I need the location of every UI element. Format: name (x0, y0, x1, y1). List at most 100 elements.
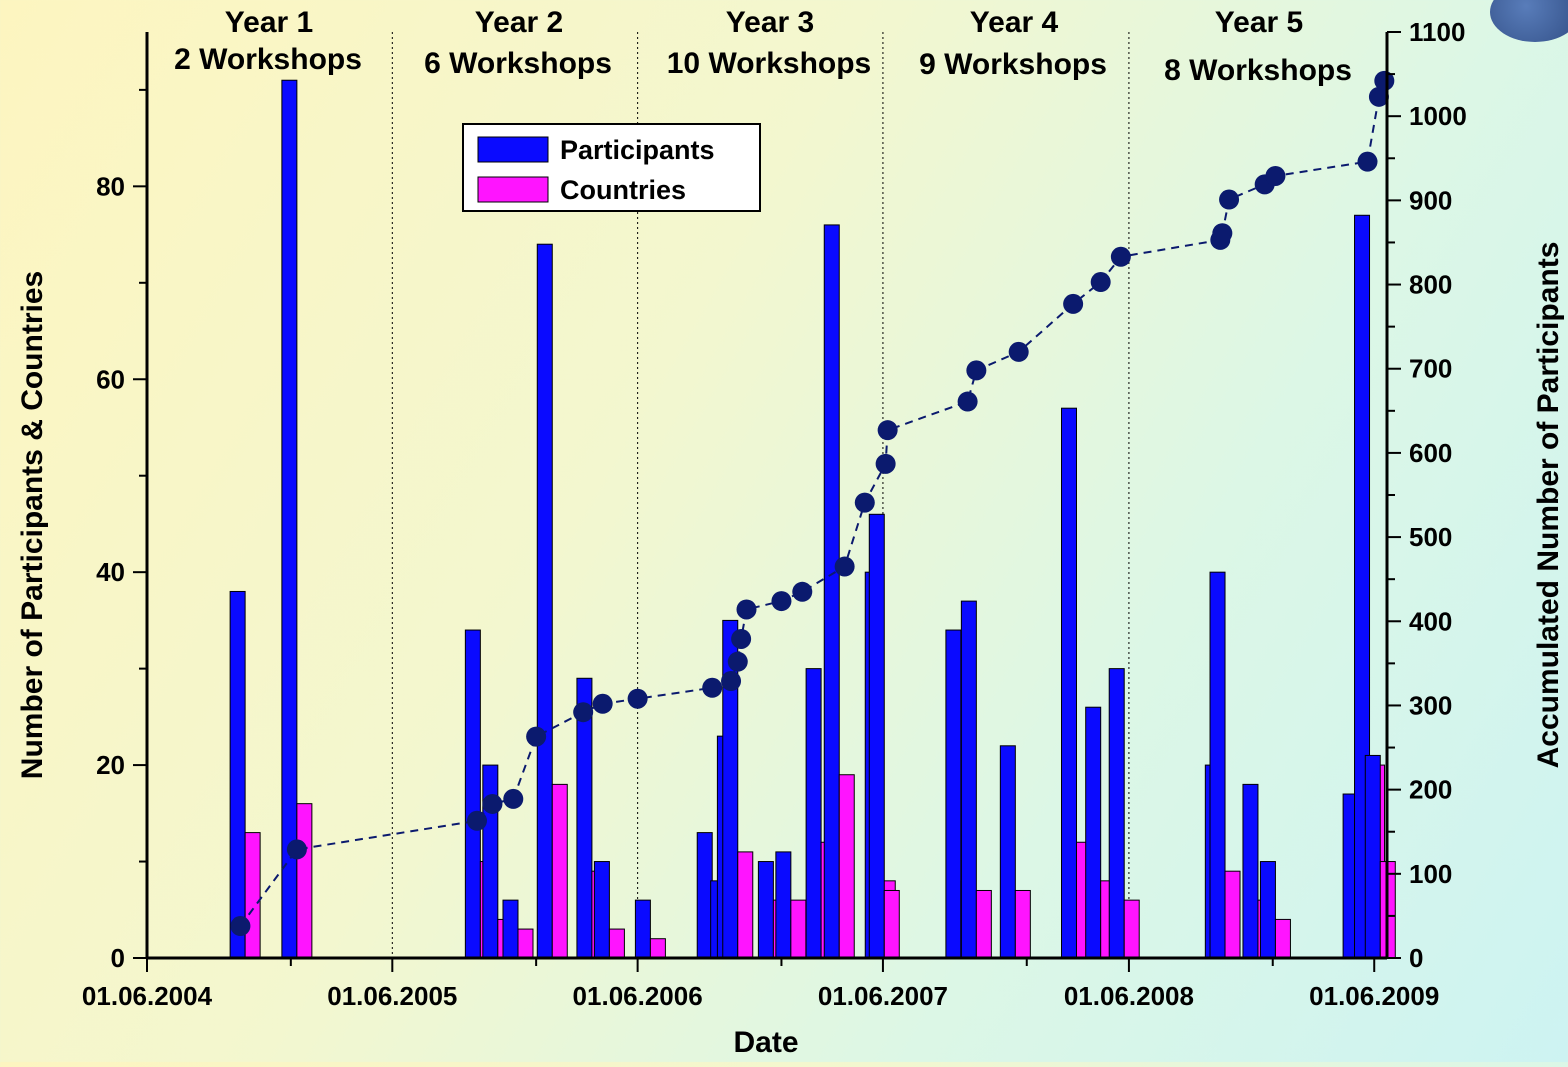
workshops-count-label: 10 Workshops (667, 47, 872, 80)
accumulated-point (1090, 272, 1111, 293)
accumulated-point (1219, 189, 1240, 210)
countries-bar (790, 899, 807, 959)
y-axis-right-title: Accumulated Number of Participants (1532, 242, 1565, 769)
accumulated-point (727, 651, 748, 672)
accumulated-point (966, 360, 987, 381)
participants-bar (536, 243, 553, 959)
countries-bar (1123, 899, 1140, 959)
participants-bar (1060, 407, 1077, 959)
accumulated-point (1357, 151, 1378, 172)
participants-bar (868, 513, 885, 959)
participants-bar (1085, 706, 1102, 959)
year-label: Year 4 (970, 6, 1059, 39)
participants-bar (1242, 783, 1259, 959)
accumulated-point (1265, 165, 1286, 186)
x-tick-label: 01.06.2007 (818, 981, 948, 1011)
countries-bar (517, 928, 534, 959)
accumulated-point (466, 810, 487, 831)
y-left-tick-label: 40 (96, 557, 125, 587)
y-right-tick-label: 100 (1409, 859, 1452, 889)
bar-series (229, 79, 1396, 959)
accumulated-point (957, 391, 978, 412)
accumulated-point (1110, 246, 1131, 267)
y-right-tick-label: 800 (1409, 270, 1452, 300)
accumulated-point (1008, 341, 1029, 362)
y-axis-left-title: Number of Participants & Countries (16, 271, 49, 779)
participants-bar (482, 764, 499, 959)
accumulated-point (854, 492, 875, 513)
participants-bar (945, 629, 962, 959)
x-tick-label: 01.06.2004 (82, 981, 213, 1011)
participants-bar (464, 629, 481, 959)
y-right-tick-label: 700 (1409, 354, 1452, 384)
countries-bar (1014, 889, 1031, 959)
y-right-tick-label: 500 (1409, 522, 1452, 552)
participants-bar (823, 224, 840, 959)
participants-bar (805, 668, 822, 959)
accumulated-point (1063, 293, 1084, 314)
participants-bar (960, 600, 977, 959)
accumulated-point (702, 677, 723, 698)
accumulated-point (1212, 223, 1233, 244)
y-left-tick-label: 20 (96, 750, 125, 780)
year-labels: Year 1 2 Workshops Year 2 6 Workshops Year 3… (174, 6, 1352, 87)
axes: 01.06.2004 01.06.2005 01.06.2006 01.06.2007… (82, 17, 1467, 1011)
countries-bar (296, 803, 313, 959)
legend-label-countries: Countries (560, 175, 686, 205)
countries-bar (737, 851, 754, 959)
accumulated-point (1374, 70, 1395, 91)
accumulated-point (721, 671, 742, 692)
accumulated-point (834, 556, 855, 577)
workshops-count-label: 2 Workshops (174, 43, 362, 76)
year-label: Year 3 (726, 6, 814, 39)
y-left-tick-label: 60 (96, 364, 125, 394)
x-tick-label: 01.06.2009 (1309, 981, 1439, 1011)
participants-bar (593, 861, 610, 959)
participants-bar (757, 861, 774, 959)
x-tick-label: 01.06.2008 (1064, 981, 1194, 1011)
accumulated-point (731, 628, 752, 649)
x-axis-title: Date (733, 1026, 798, 1059)
y-right-tick-label: 1000 (1409, 101, 1467, 131)
countries-bar (551, 783, 568, 959)
accumulated-point (526, 726, 547, 747)
accumulated-point (736, 599, 757, 620)
accumulated-point (771, 591, 792, 612)
accumulated-point (1368, 86, 1389, 107)
y-right-tick-label: 1100 (1409, 17, 1465, 47)
workshops-count-label: 8 Workshops (1164, 54, 1352, 87)
countries-bar (883, 889, 900, 959)
accumulated-series (230, 70, 1395, 937)
year-label: Year 5 (1215, 6, 1303, 39)
accumulated-point (482, 793, 503, 814)
legend: Participants Countries (462, 123, 761, 212)
accumulated-point (230, 916, 251, 937)
countries-bar (1274, 918, 1291, 959)
y-right-tick-label: 300 (1409, 690, 1452, 720)
y-left-tick-label: 0 (111, 943, 125, 973)
year-label: Year 2 (475, 6, 563, 39)
accumulated-point (627, 688, 648, 709)
y-right-tick-label: 0 (1409, 943, 1423, 973)
countries-bar (1224, 870, 1241, 959)
participants-bar (696, 832, 713, 959)
accumulated-point (875, 453, 896, 474)
participants-bar (999, 745, 1016, 959)
y-right-tick-label: 400 (1409, 606, 1452, 636)
accumulated-point (503, 788, 524, 809)
x-tick-label: 01.06.2005 (327, 981, 457, 1011)
participants-bar (1209, 571, 1226, 959)
participants-bar (1259, 861, 1276, 959)
accumulated-point (592, 693, 613, 714)
participants-bar (634, 899, 651, 959)
participants-bar (281, 79, 298, 959)
y-right-tick-label: 200 (1409, 775, 1452, 805)
workshops-count-label: 9 Workshops (919, 48, 1107, 81)
countries-bar (244, 832, 261, 959)
y-right-tick-label: 900 (1409, 185, 1452, 215)
participants-bar (502, 899, 519, 959)
participants-bar (229, 590, 246, 959)
accumulated-point (792, 581, 813, 602)
